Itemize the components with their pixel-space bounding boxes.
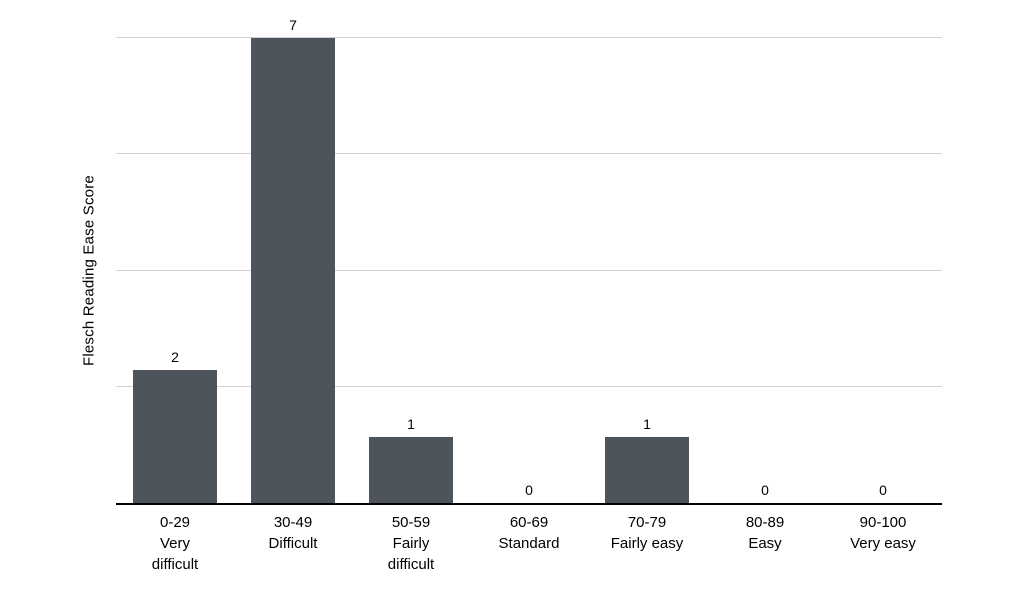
x-axis-label-range: 70-79 bbox=[627, 514, 667, 531]
x-axis-label-range: 80-89 bbox=[745, 514, 785, 531]
bar[interactable] bbox=[605, 436, 689, 503]
x-axis-label-range: 30-49 bbox=[273, 514, 313, 531]
x-axis-label: 0-29 Very difficult bbox=[116, 512, 234, 575]
x-axis-label-range: 0-29 bbox=[159, 514, 191, 531]
bar-value-label: 0 bbox=[525, 482, 533, 498]
x-axis-label-level: Fairly easy bbox=[610, 535, 684, 552]
bar-slot: 1 bbox=[352, 38, 470, 503]
bar-slot: 2 bbox=[116, 38, 234, 503]
x-axis-label-range: 60-69 bbox=[509, 514, 549, 531]
gridline bbox=[116, 153, 942, 155]
x-axis-label: 80-89 Easy bbox=[706, 512, 824, 575]
x-axis-label-level: Standard bbox=[498, 535, 560, 552]
x-axis-label-range: 50-59 bbox=[391, 514, 431, 531]
x-axis-label-level: Fairly difficult bbox=[387, 535, 435, 573]
bar-slot: 7 bbox=[234, 18, 352, 503]
gridline bbox=[116, 37, 942, 38]
x-axis-label-range: 90-100 bbox=[859, 514, 907, 531]
x-axis-label: 70-79 Fairly easy bbox=[588, 512, 706, 575]
bar-value-label: 2 bbox=[171, 349, 179, 366]
gridline bbox=[116, 385, 942, 387]
x-axis-label: 30-49 Difficult bbox=[234, 512, 352, 575]
bar-value-label: 1 bbox=[643, 415, 651, 432]
bar-slot: 1 bbox=[588, 38, 706, 503]
bars-container: 2 7 1 0 1 0 0 bbox=[116, 18, 942, 503]
bar-value-label: 1 bbox=[407, 415, 415, 432]
x-axis-label: 90-100 Very easy bbox=[824, 512, 942, 575]
x-axis-labels: 0-29 Very difficult 30-49 Difficult 50-59 Fai… bbox=[116, 512, 942, 575]
bar-slot: 0 bbox=[824, 38, 942, 503]
x-axis-label: 60-69 Standard bbox=[470, 512, 588, 575]
bar-value-label: 0 bbox=[879, 482, 887, 498]
bar-value-label: 7 bbox=[289, 17, 297, 33]
bar-slot: 0 bbox=[706, 38, 824, 503]
bar-slot: 0 bbox=[470, 38, 588, 503]
y-axis-title: Flesch Reading Ease Score bbox=[80, 175, 98, 366]
gridline bbox=[116, 269, 942, 271]
plot-area: 2 7 1 0 1 0 0 bbox=[116, 18, 942, 505]
bar[interactable] bbox=[251, 38, 335, 503]
x-axis-label: 50-59 Fairly difficult bbox=[352, 512, 470, 575]
x-axis-label-level: Easy bbox=[748, 535, 782, 552]
x-axis-label-level: Difficult bbox=[268, 535, 318, 552]
bar-value-label: 0 bbox=[761, 482, 769, 498]
bar[interactable] bbox=[369, 436, 453, 503]
x-axis-label-level: Very easy bbox=[850, 535, 916, 552]
bar[interactable] bbox=[133, 370, 217, 503]
x-axis-label-level: Very difficult bbox=[151, 535, 199, 573]
